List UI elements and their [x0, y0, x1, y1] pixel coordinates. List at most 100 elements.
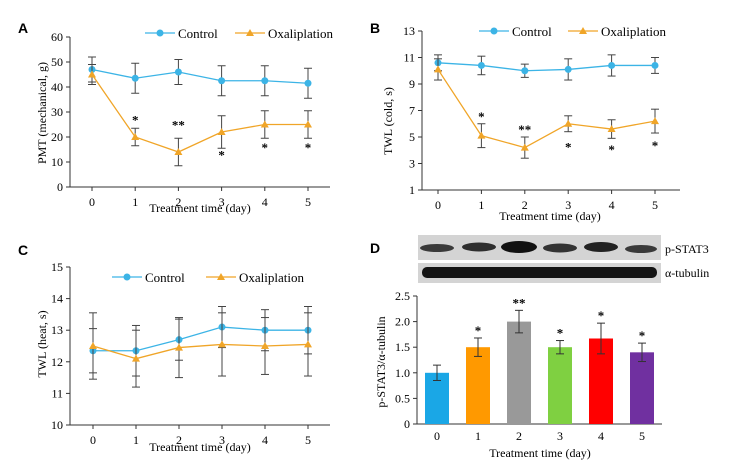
y-tick-label: 15 [51, 260, 63, 274]
data-point-oxaliplation [651, 117, 659, 125]
data-point-control [564, 65, 572, 73]
blot-band [501, 241, 537, 253]
plot-d: 0 0.5 1.0 1.5 2.0 2.5 0 * 1 ** 2 * 3 * 4 * 5 [395, 289, 662, 443]
y-tick-label: 1 [409, 183, 415, 197]
data-point-control [174, 68, 182, 76]
x-tick-label: 0 [89, 195, 95, 209]
legend-c-control-label: Control [145, 270, 185, 285]
legend-a-oxali-marker [246, 29, 254, 36]
y-tick-label: 60 [51, 30, 63, 44]
y-tick-label: 9 [409, 77, 415, 91]
data-point-control [608, 61, 616, 69]
x-tick-label: 1 [132, 195, 138, 209]
x-tick-label: 0 [435, 198, 441, 212]
data-point-control [131, 74, 139, 82]
data-point-control [261, 77, 269, 85]
blot-band [625, 245, 657, 253]
x-tick-label: 5 [639, 429, 645, 443]
legend-b-oxali-marker [579, 27, 587, 34]
blot-strip-pstat3 [418, 235, 661, 260]
legend-a: Control Oxaliplation [145, 26, 333, 41]
ylabel-b: TWL (cold, s) [381, 87, 395, 155]
panel-label-c: C [18, 242, 28, 258]
series-line-oxaliplation [91, 74, 308, 153]
y-tick-label: 13 [403, 24, 415, 38]
y-tick-label: 20 [51, 130, 63, 144]
data-point-oxaliplation [217, 128, 226, 135]
data-point-oxaliplation [607, 125, 616, 133]
blot-band [422, 267, 657, 278]
data-point-oxaliplation [218, 340, 226, 348]
x-tick-label: 4 [262, 433, 268, 447]
panel-label-a: A [18, 20, 28, 36]
xlabel-c: Treatment time (day) [149, 440, 251, 454]
blot-band [420, 244, 454, 252]
legend-b-oxali-label: Oxaliplation [601, 24, 666, 39]
legend-c-control-marker [123, 273, 131, 281]
ylabel-d: p-STAT3/α-tubulin [374, 316, 388, 407]
y-tick-label: 1.5 [395, 340, 410, 354]
legend-c-oxali-marker [217, 273, 225, 280]
y-tick-label: 10 [51, 418, 63, 432]
series-line-control [91, 68, 309, 84]
data-point-oxaliplation [261, 342, 269, 349]
x-tick-label: 2 [516, 429, 522, 443]
significance-marker: * [608, 142, 615, 157]
legend-b-control-marker [490, 27, 498, 35]
panel-label-b: B [370, 20, 380, 36]
x-tick-label: 2 [175, 195, 181, 209]
x-tick-label: 4 [262, 195, 268, 209]
blot-band [543, 243, 577, 253]
data-point-control [477, 61, 485, 69]
panel-a: A Control Oxaliplation 0 10 20 30 40 50 60 0 1 2 3… [18, 20, 333, 215]
y-tick-label: 1.0 [395, 366, 410, 380]
y-tick-label: 0 [404, 417, 410, 431]
data-point-oxaliplation [260, 120, 269, 128]
significance-marker: * [262, 140, 269, 155]
legend-b-control-label: Control [512, 24, 552, 39]
y-tick-label: 0 [57, 180, 63, 194]
significance-marker: * [652, 138, 659, 153]
x-tick-label: 1 [478, 198, 484, 212]
xlabel-b: Treatment time (day) [499, 209, 601, 223]
data-point-oxaliplation [477, 131, 486, 139]
bar-day-2 [507, 321, 531, 424]
data-point-oxaliplation [434, 65, 442, 73]
blot-label-tubulin: α-tubulin [665, 266, 709, 280]
blot-band [462, 242, 496, 252]
significance-marker: * [565, 139, 572, 154]
ylabel-c: TWL (heat, s) [35, 310, 49, 377]
data-point-oxaliplation [564, 119, 573, 127]
series-line-oxaliplation [437, 69, 656, 149]
series-line-control [437, 62, 655, 72]
data-point-oxaliplation [174, 148, 183, 155]
data-point-control [304, 79, 312, 87]
data-point-oxaliplation [304, 340, 312, 348]
y-tick-label: 30 [51, 105, 63, 119]
y-tick-label: 11 [51, 386, 63, 400]
bar-day-5 [630, 352, 654, 424]
y-tick-label: 2.0 [395, 315, 410, 329]
y-tick-label: 3 [409, 157, 415, 171]
x-tick-label: 5 [305, 433, 311, 447]
x-tick-label: 3 [557, 429, 563, 443]
significance-marker: ** [513, 295, 526, 310]
x-tick-label: 4 [598, 429, 604, 443]
series-line-control [93, 326, 308, 352]
xlabel-d: Treatment time (day) [489, 446, 591, 460]
significance-marker: * [132, 113, 139, 128]
legend-c-oxali-label: Oxaliplation [239, 270, 304, 285]
bar-day-1 [466, 347, 490, 424]
significance-marker: * [478, 109, 485, 124]
data-point-control [218, 77, 226, 85]
significance-marker: * [639, 328, 646, 343]
y-tick-label: 14 [51, 292, 63, 306]
series-line-oxaliplation [92, 343, 309, 360]
legend-a-control-marker [156, 29, 164, 37]
significance-marker: * [305, 140, 312, 155]
